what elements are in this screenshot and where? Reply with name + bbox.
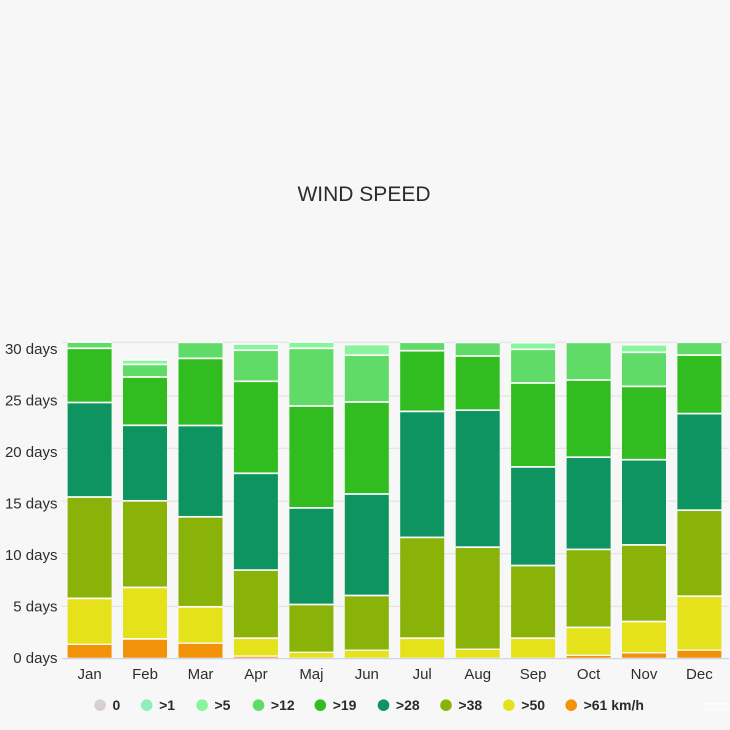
svg-text:Mar: Mar	[188, 666, 214, 683]
svg-text:Dec: Dec	[686, 666, 713, 683]
svg-text:Maj: Maj	[299, 666, 323, 683]
svg-text:30 days: 30 days	[5, 341, 58, 358]
svg-text:WIND SPEED: WIND SPEED	[297, 183, 430, 206]
svg-text:Aug: Aug	[464, 666, 491, 683]
svg-text:Sep: Sep	[520, 666, 547, 683]
svg-text:5 days: 5 days	[13, 599, 57, 616]
svg-text:0: 0	[113, 697, 121, 713]
svg-text:10 days: 10 days	[5, 547, 58, 564]
svg-text:Oct: Oct	[577, 666, 601, 683]
svg-text:25 days: 25 days	[5, 393, 58, 410]
svg-text:Jul: Jul	[413, 666, 432, 683]
svg-text:Feb: Feb	[132, 666, 158, 683]
svg-text:>61 km/h: >61 km/h	[584, 697, 644, 713]
svg-text:>28: >28	[396, 697, 420, 713]
svg-text:>19: >19	[333, 697, 357, 713]
svg-text:>5: >5	[215, 697, 231, 713]
svg-text:>12: >12	[271, 697, 295, 713]
svg-text:15 days: 15 days	[5, 496, 58, 513]
svg-text:0 days: 0 days	[13, 650, 57, 667]
svg-text:>38: >38	[458, 697, 482, 713]
svg-text:Nov: Nov	[631, 666, 658, 683]
svg-text:Jun: Jun	[355, 666, 379, 683]
svg-text:>50: >50	[521, 697, 545, 713]
svg-text:>1: >1	[159, 697, 175, 713]
svg-text:20 days: 20 days	[5, 444, 58, 461]
svg-text:Jan: Jan	[78, 666, 102, 683]
svg-text:Apr: Apr	[244, 666, 267, 683]
